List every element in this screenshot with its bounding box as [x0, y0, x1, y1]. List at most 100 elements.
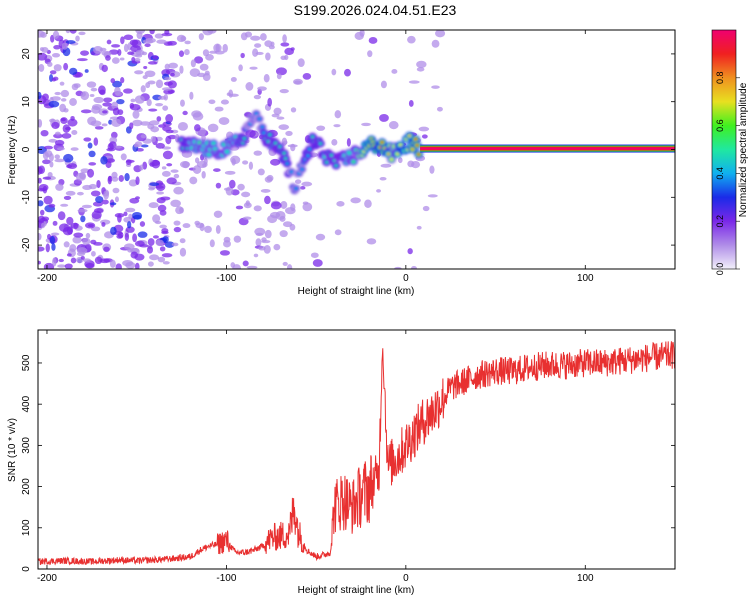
spectrogram-cell	[52, 30, 60, 39]
spectrogram-cell	[224, 170, 236, 175]
snr-y-tick-label: 300	[21, 437, 32, 454]
spectrogram-cell	[161, 87, 173, 91]
spectrogram-cell	[82, 237, 91, 245]
spectrogram-cell	[38, 118, 43, 128]
spectrogram-cell	[242, 260, 249, 267]
spectrogram-cell	[101, 199, 109, 205]
snr-xlabel: Height of straight line (km)	[298, 585, 415, 596]
spectrogram-cell	[418, 126, 430, 132]
spectrogram-cell	[72, 236, 82, 244]
spectrogram-cell	[116, 98, 125, 105]
spectrogram-cell	[115, 263, 122, 269]
spectrogram-cell	[123, 34, 134, 40]
spectrogram-cell	[201, 171, 206, 179]
spectrogram-cell	[182, 223, 191, 229]
spectrogram-cell	[66, 253, 72, 257]
spectrogram-cell	[99, 89, 106, 96]
spectrogram-cell	[315, 233, 326, 241]
spectrogram-cell	[91, 250, 96, 257]
spectrogram-cell	[334, 110, 342, 119]
spectrogram-cell	[431, 85, 440, 89]
spectrogram-cell	[50, 232, 60, 236]
spectrogram-cell	[282, 34, 287, 43]
spectrogram-cell	[69, 98, 77, 106]
spectrogram-cell	[38, 30, 45, 38]
spectrogram-cell	[160, 196, 171, 201]
spectrogram-cell	[264, 40, 273, 47]
spectrogram-cell	[379, 176, 387, 181]
spectrogram-cell	[173, 226, 182, 233]
spectrogram-cell	[198, 33, 204, 41]
spectrogram-cell	[139, 221, 146, 227]
spectrogram-cell	[41, 216, 50, 222]
spectrogram-cell	[213, 210, 223, 218]
spectrogram-cell	[54, 154, 61, 160]
spectrogram-cell	[94, 256, 103, 265]
spectrogram-cell	[257, 168, 265, 176]
spectrogram-cell	[43, 195, 53, 205]
spectrogram-cell	[52, 220, 58, 226]
spectrogram-cell	[70, 115, 75, 121]
spectrogram-cell	[211, 141, 216, 145]
spectrogram-ylabel: Frequency (Hz)	[7, 116, 18, 185]
spectrogram-cell	[83, 137, 92, 142]
spectrogram-cell	[220, 99, 229, 105]
spectrogram-cell	[150, 135, 156, 143]
spectrogram-cell	[57, 264, 66, 268]
spectrogram-cell	[263, 73, 270, 83]
snr-y-tick-label: 500	[21, 354, 32, 371]
spectrogram-cell	[166, 163, 173, 167]
spectrogram-cell	[82, 184, 93, 191]
spectrogram-cell	[60, 203, 69, 207]
spectrogram-cell	[408, 100, 414, 107]
spectrogram-cell	[155, 79, 164, 89]
spectrogram-cell	[111, 57, 120, 64]
spectrogram-cell	[213, 147, 217, 151]
spectrogram-cell	[233, 235, 242, 243]
spectrogram-cell	[266, 140, 270, 143]
spectrogram-cell	[101, 64, 108, 73]
spectrogram-cell	[129, 122, 134, 130]
spectrogram-cell	[214, 106, 224, 112]
spectrogram-cell	[159, 246, 166, 252]
spectrogram-cell	[161, 253, 173, 258]
colorbar-gradient	[712, 30, 736, 269]
spectrogram-cell	[124, 173, 130, 182]
spectrogram-cell	[125, 226, 135, 233]
spectrogram-cell	[300, 186, 306, 190]
spectrogram-cell	[48, 153, 54, 162]
spectrogram-cell	[209, 50, 218, 54]
spectrogram-cell	[101, 123, 108, 127]
spectrogram-cell	[279, 89, 289, 94]
spectrogram-cell	[284, 157, 288, 160]
spectrogram-cell	[230, 77, 237, 82]
spectrogram-cell	[91, 104, 103, 110]
spectrogram-cell	[130, 98, 136, 103]
spectrogram-cell	[380, 163, 392, 168]
spectrogram-cell	[66, 164, 73, 169]
spectrogram-cell	[271, 113, 280, 118]
spectrogram-cell	[134, 70, 144, 75]
spectrogram-cell	[334, 229, 342, 236]
spectrogram-x-tick-label: -100	[216, 273, 236, 284]
spectrogram-cell	[49, 118, 56, 123]
spectrogram-cell	[257, 117, 261, 121]
spectrogram-cell	[207, 30, 217, 34]
spectrogram-cell	[88, 162, 97, 166]
spectrogram-cell	[215, 182, 222, 189]
spectrogram-cell	[63, 62, 69, 71]
spectrogram-cell	[85, 232, 91, 239]
spectrogram-cell	[122, 259, 134, 267]
spectrogram-cell	[66, 216, 74, 226]
spectrogram-cell	[318, 142, 322, 145]
spectrogram-cell	[162, 105, 169, 111]
spectrogram-cell	[137, 231, 148, 238]
spectrogram-cell	[65, 40, 76, 44]
spectrogram-cell	[62, 226, 73, 236]
spectrogram-cell	[166, 177, 177, 185]
spectrogram-cell	[242, 137, 246, 140]
spectrogram-cell	[219, 250, 230, 256]
spectrogram-x-axis: -200 -100 0 100	[37, 30, 594, 284]
spectrogram-cell	[416, 225, 422, 230]
spectrogram-cell	[150, 126, 160, 133]
